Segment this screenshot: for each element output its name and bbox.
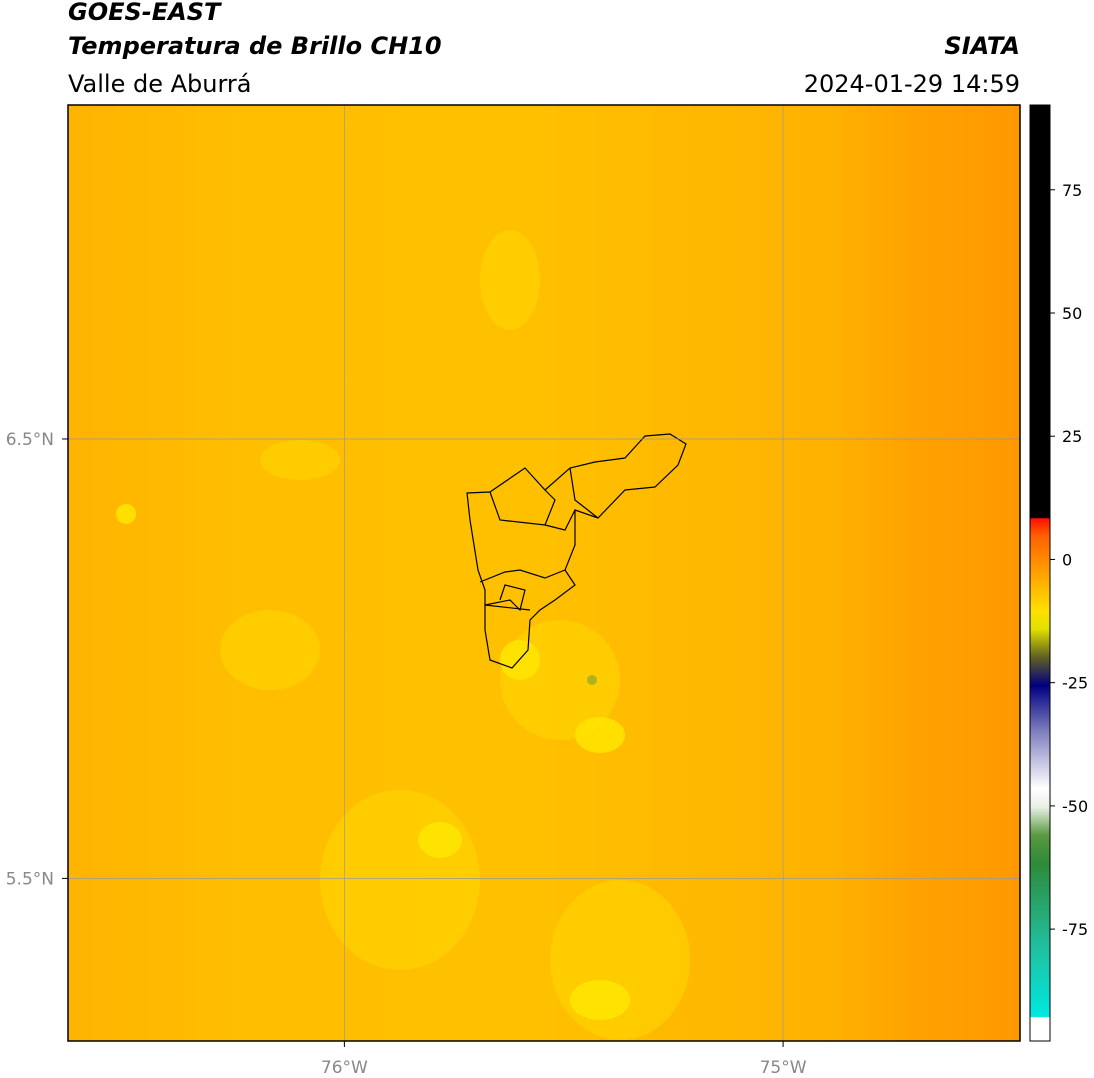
colorbar-tick-label: 25 — [1062, 427, 1082, 446]
map-frame — [67, 104, 1021, 1042]
municipality-boundaries — [466, 433, 687, 669]
graticule — [68, 105, 1020, 1041]
y-tick-label: 6.5°N — [6, 430, 54, 450]
source: SIATA — [944, 32, 1020, 60]
colorbar — [1029, 104, 1051, 1042]
colorbar-tick-label: 0 — [1062, 550, 1072, 569]
x-tick-label: 75°W — [760, 1058, 807, 1078]
colorbar-tick-label: -50 — [1062, 797, 1088, 816]
satellite-image — [68, 105, 1020, 1041]
region: Valle de Aburrá — [68, 70, 252, 98]
colorbar-tick-label: -25 — [1062, 674, 1088, 693]
colorbar-tick-label: -75 — [1062, 920, 1088, 939]
datetime: 2024-01-29 14:59 — [804, 70, 1020, 98]
y-tick-label: 5.5°N — [6, 869, 54, 889]
colorbar-tick-label: 75 — [1062, 181, 1082, 200]
title: GOES-EAST — [68, 0, 222, 26]
colorbar-tick-label: 50 — [1062, 304, 1082, 323]
x-tick-label: 76°W — [321, 1058, 368, 1078]
subtitle: Temperatura de Brillo CH10 — [68, 32, 442, 60]
